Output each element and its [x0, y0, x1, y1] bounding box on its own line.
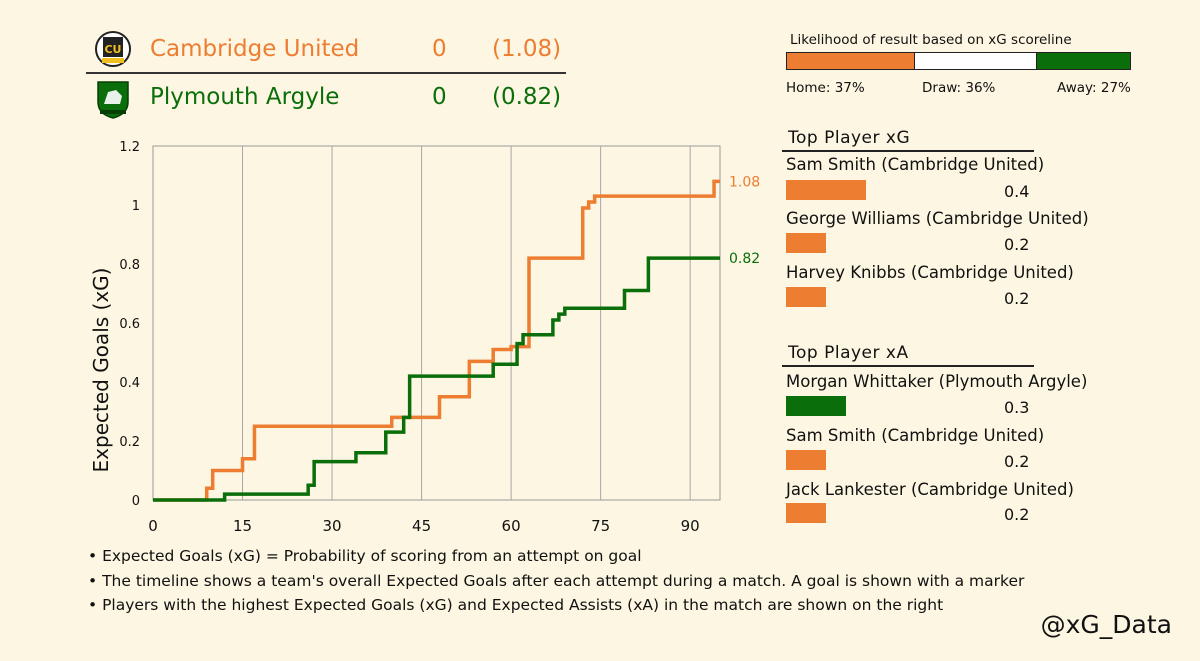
- y-tick-label: 0.6: [119, 317, 140, 332]
- away-end-label: 0.82: [729, 251, 760, 267]
- author-handle: @xG_Data: [1040, 610, 1172, 639]
- x-tick-label: 60: [502, 517, 521, 535]
- plot-area: [152, 145, 721, 501]
- top-xg-player-name: Harvey Knibbs (Cambridge United): [786, 263, 1074, 282]
- away-xg-line: [153, 256, 720, 502]
- x-tick-label: 30: [323, 517, 342, 535]
- top-xa-title: Top Player xA: [788, 343, 909, 363]
- likelihood-bar: [786, 52, 1131, 70]
- home-xg-line: [153, 179, 720, 502]
- cambridge-united-crest-icon: CU: [95, 31, 131, 67]
- home-team-xg: (1.08): [492, 36, 562, 62]
- top-xg-player-value: 0.4: [1004, 182, 1030, 201]
- y-tick-label: 0.4: [119, 376, 140, 391]
- likelihood-draw-segment: [913, 53, 1038, 69]
- plymouth-argyle-crest-icon: [97, 81, 129, 119]
- note-line: • Players with the highest Expected Goal…: [88, 596, 944, 614]
- y-axis-label: Expected Goals (xG): [89, 268, 113, 473]
- home-team-name: Cambridge United: [150, 36, 360, 62]
- top-xa-player-name: Sam Smith (Cambridge United): [786, 426, 1045, 445]
- x-tick-label: 0: [148, 517, 158, 535]
- top-xg-player-value: 0.2: [1004, 289, 1030, 308]
- top-xa-player-name: Jack Lankester (Cambridge United): [786, 480, 1074, 499]
- likelihood-away-segment: [1037, 53, 1130, 69]
- x-tick-label: 15: [233, 517, 252, 535]
- top-xg-player-name: Sam Smith (Cambridge United): [786, 155, 1045, 174]
- y-tick-label: 0.8: [119, 258, 140, 273]
- top-xa-player-bar: [786, 450, 826, 470]
- likelihood-draw-label: Draw: 36%: [922, 80, 996, 96]
- away-team-score: 0: [432, 84, 447, 110]
- top-xa-player-value: 0.2: [1004, 505, 1030, 524]
- x-tick-label: 75: [591, 517, 610, 535]
- top-xa-player-value: 0.2: [1004, 452, 1030, 471]
- away-team-xg: (0.82): [492, 84, 562, 110]
- top-xg-player-name: George Williams (Cambridge United): [786, 209, 1089, 228]
- top-xa-player-bar: [786, 503, 826, 523]
- notes-block: • Expected Goals (xG) = Probability of s…: [88, 544, 1024, 618]
- note-line: • The timeline shows a team's overall Ex…: [88, 571, 1025, 590]
- top-xg-player-bar: [786, 180, 866, 200]
- home-end-label: 1.08: [729, 174, 760, 190]
- top-xg-rule: [782, 150, 1034, 152]
- top-xa-rule: [782, 365, 1034, 367]
- likelihood-home-label: Home: 37%: [786, 80, 865, 96]
- top-xg-player-value: 0.2: [1004, 235, 1030, 254]
- away-team-name: Plymouth Argyle: [150, 84, 340, 110]
- y-tick-label: 1: [132, 199, 140, 214]
- x-tick-label: 90: [681, 517, 700, 535]
- top-xa-player-name: Morgan Whittaker (Plymouth Argyle): [786, 372, 1088, 391]
- top-xa-player-bar: [786, 396, 846, 416]
- y-tick-label: 0: [132, 494, 140, 509]
- top-xa-player-value: 0.3: [1004, 398, 1030, 417]
- y-tick-label: 0.2: [119, 435, 140, 450]
- home-team-score: 0: [432, 36, 447, 62]
- crest-text: CU: [104, 43, 121, 56]
- x-tick-label: 45: [412, 517, 431, 535]
- top-xg-player-bar: [786, 233, 826, 253]
- note-line: • Expected Goals (xG) = Probability of s…: [88, 547, 642, 565]
- top-xg-title: Top Player xG: [788, 128, 911, 148]
- y-tick-label: 1.2: [119, 140, 140, 155]
- xg-timeline-chart: 0 15 30 45 60 75 90 0 0.2 0.4 0.6 0.8 1 1.2 1.08 0.82 E…: [89, 140, 760, 535]
- likelihood-title: Likelihood of result based on xG scoreli…: [790, 32, 1072, 48]
- likelihood-home-segment: [787, 53, 914, 69]
- team-divider: [86, 72, 566, 74]
- likelihood-away-label: Away: 27%: [1057, 80, 1131, 96]
- top-xg-player-bar: [786, 287, 826, 307]
